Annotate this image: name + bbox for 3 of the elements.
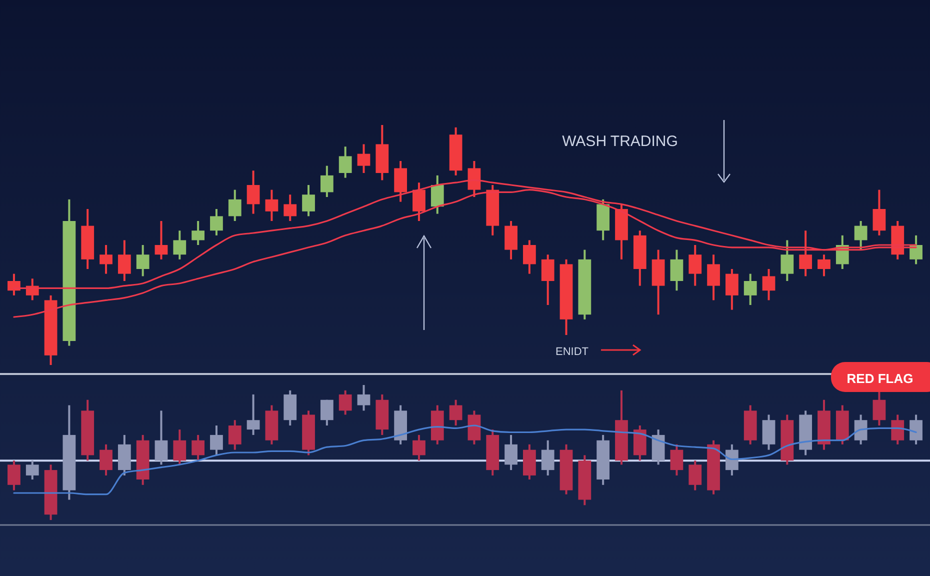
annotation: ENIDT [556,346,589,358]
annotation: RED FLAG [846,371,914,386]
annotation: WASH TRADING [562,133,678,150]
